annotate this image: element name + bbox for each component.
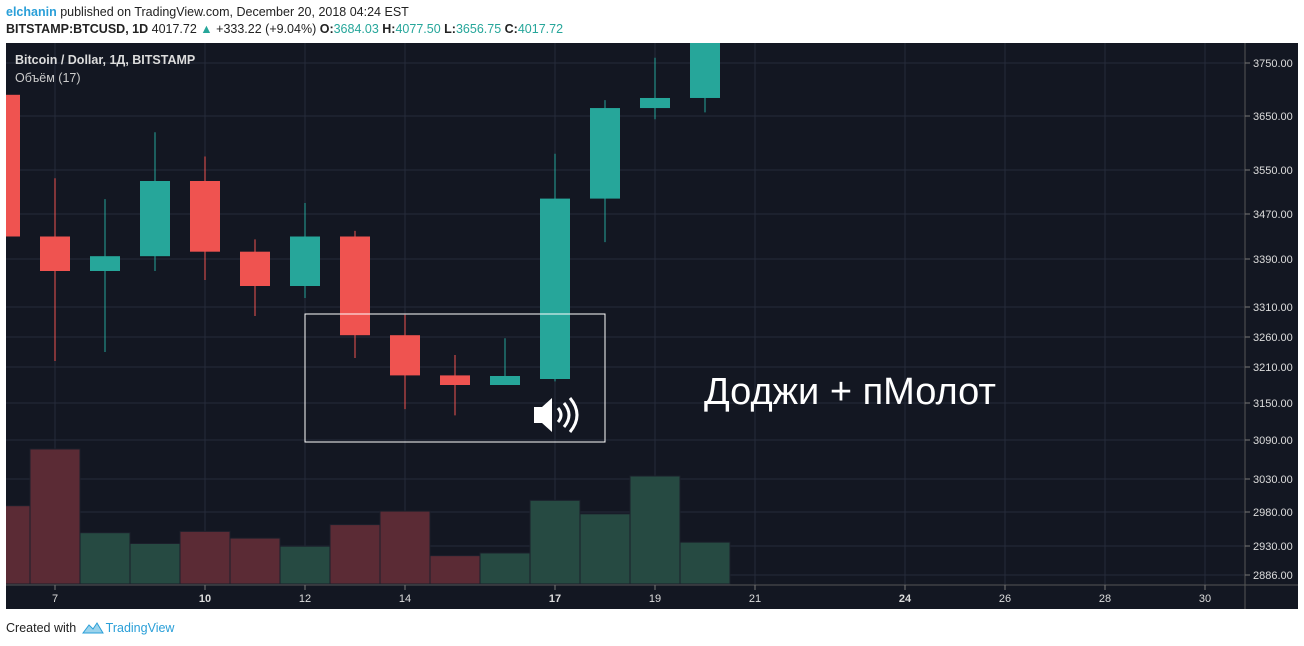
candle-body: [240, 251, 270, 286]
volume-bar: [429, 555, 481, 585]
symbol-label: BITSTAMP:BTCUSD, 1D: [6, 22, 149, 36]
volume-bar: [179, 530, 231, 585]
price-axis: 3750.00 3650.00 3550.00 3470.00 3390.00 3310.…: [1245, 58, 1293, 582]
time-tick-label: 7: [52, 593, 58, 605]
time-tick-label: 30: [1199, 593, 1211, 605]
pattern-annotation: Доджи + пМолот: [704, 371, 996, 413]
high-label: H:: [382, 22, 396, 36]
volume-bar: [329, 524, 381, 585]
candle-body: [590, 108, 620, 199]
price-change: +333.22 (+9.04%): [216, 22, 317, 36]
low-value: 3656.75: [455, 22, 502, 36]
price-tick-label: 3470.00: [1253, 209, 1293, 221]
close-label: C:: [504, 22, 518, 36]
candle-body: [340, 236, 370, 336]
volume-bar: [579, 513, 631, 585]
volume-bar: [279, 545, 331, 585]
volume-bar: [379, 510, 431, 585]
high-value: 4077.50: [395, 22, 441, 36]
open-value: 3684.03: [333, 22, 379, 36]
volume-bar: [79, 532, 131, 585]
created-with-label: Created with: [6, 621, 77, 635]
candle-body: [540, 198, 570, 379]
close-value: 4017.72: [517, 22, 564, 36]
candle-body: [690, 43, 720, 98]
up-arrow-icon: ▲: [200, 22, 213, 36]
volume-bars: [6, 448, 731, 585]
volume-bar: [629, 475, 681, 585]
time-tick-label: 17: [549, 593, 561, 605]
candle-body: [90, 256, 120, 271]
price-tick-label: 3150.00: [1253, 398, 1293, 410]
speaker-icon[interactable]: [534, 397, 579, 433]
candle-body: [640, 97, 670, 109]
time-tick-label: 19: [649, 593, 661, 605]
volume-bar: [129, 543, 181, 585]
publish-info: elchanin published on TradingView.com, D…: [6, 5, 409, 19]
candle-body: [40, 236, 70, 271]
publish-text: published on TradingView.com, December 2…: [56, 5, 409, 19]
price-tick-label: 3090.00: [1253, 435, 1293, 447]
price-tick-label: 3210.00: [1253, 362, 1293, 374]
volume-bar: [29, 448, 81, 585]
chart-title: Bitcoin / Dollar, 1Д, BITSTAMP: [15, 53, 195, 67]
time-tick-label: 21: [749, 593, 761, 605]
candle-body: [490, 376, 520, 385]
price-chart[interactable]: 3750.00 3650.00 3550.00 3470.00 3390.00 3310.…: [6, 43, 1298, 609]
price-tick-label: 3550.00: [1253, 165, 1293, 177]
price-tick-label: 3750.00: [1253, 58, 1293, 70]
tradingview-logo-icon: [81, 622, 104, 634]
highlight-box: [304, 313, 606, 443]
price-tick-label: 2980.00: [1253, 507, 1293, 519]
candle-body: [190, 181, 220, 252]
last-price: 4017.72: [151, 22, 197, 36]
candle-body: [290, 236, 320, 286]
time-tick-label: 14: [399, 593, 411, 605]
price-tick-label: 3310.00: [1253, 302, 1293, 314]
open-label: O:: [319, 22, 334, 36]
volume-bar: [6, 505, 31, 585]
volume-bar: [229, 537, 281, 585]
time-tick-label: 24: [899, 593, 912, 605]
price-tick-label: 3260.00: [1253, 332, 1293, 344]
price-tick-label: 2930.00: [1253, 541, 1293, 553]
time-tick-label: 28: [1099, 593, 1111, 605]
time-tick-label: 10: [199, 593, 211, 605]
price-tick-label: 3390.00: [1253, 254, 1293, 266]
candle-body: [140, 181, 170, 257]
footer: Created with TradingView: [6, 621, 174, 635]
candle-body: [390, 335, 420, 376]
price-axis-panel[interactable]: [1245, 43, 1298, 609]
volume-legend: Объём (17): [15, 71, 81, 85]
candle-body: [440, 375, 470, 385]
ohlc-header: BITSTAMP:BTCUSD, 1D 4017.72 ▲ +333.22 (+…: [6, 22, 563, 36]
author-link[interactable]: elchanin: [6, 5, 57, 19]
price-tick-label: 3650.00: [1253, 111, 1293, 123]
price-tick-label: 2886.00: [1253, 570, 1293, 582]
tradingview-link[interactable]: TradingView: [105, 621, 175, 635]
time-tick-label: 12: [299, 593, 311, 605]
price-tick-label: 3030.00: [1253, 474, 1293, 486]
volume-bar: [529, 499, 581, 585]
volume-bar: [479, 552, 531, 585]
time-axis: 7 10 12 14 17 19 21 24 26 28 30: [52, 585, 1211, 605]
time-tick-label: 26: [999, 593, 1011, 605]
volume-bar: [679, 541, 731, 585]
candles: [6, 43, 720, 416]
low-label: L:: [444, 22, 456, 36]
candle-body: [6, 94, 20, 237]
